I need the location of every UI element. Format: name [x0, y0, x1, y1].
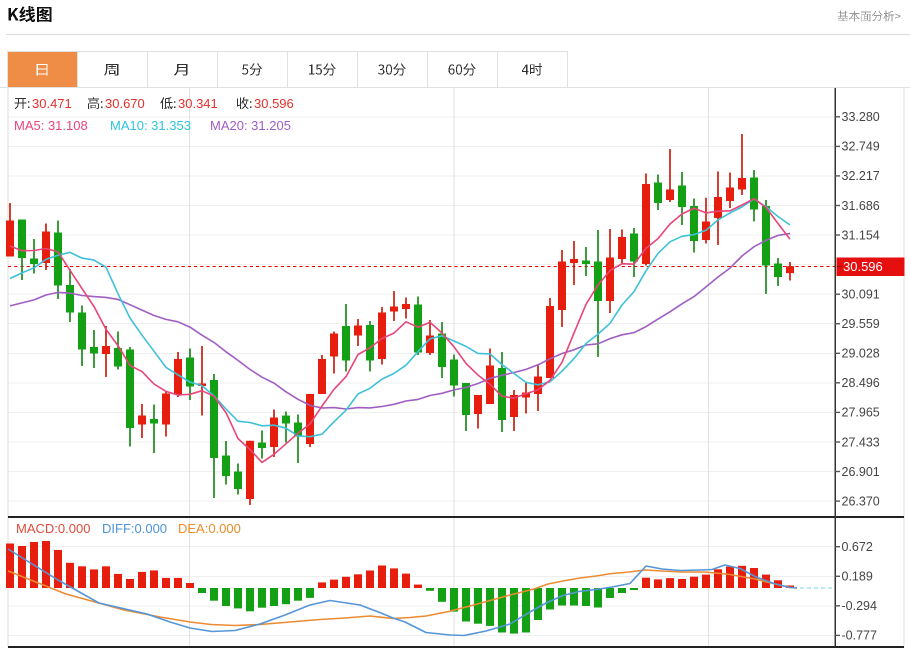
- svg-text:30.341: 30.341: [178, 96, 218, 111]
- svg-text:28.496: 28.496: [842, 376, 880, 390]
- svg-text:30.471: 30.471: [32, 96, 72, 111]
- svg-text:0.672: 0.672: [842, 540, 873, 554]
- svg-text:27.965: 27.965: [842, 406, 880, 420]
- svg-text:31.154: 31.154: [842, 228, 880, 242]
- svg-text:0.189: 0.189: [842, 570, 873, 584]
- svg-text:30.091: 30.091: [842, 288, 880, 302]
- svg-text:29.028: 29.028: [842, 347, 880, 361]
- svg-text:-0.777: -0.777: [842, 629, 877, 643]
- svg-text:33.280: 33.280: [842, 110, 880, 124]
- svg-text:30.596: 30.596: [843, 259, 883, 274]
- svg-text:27.433: 27.433: [842, 435, 880, 449]
- svg-text:29.559: 29.559: [842, 317, 880, 331]
- svg-text:32.217: 32.217: [842, 169, 880, 183]
- svg-text:32.749: 32.749: [842, 140, 880, 154]
- svg-text:30.670: 30.670: [105, 96, 145, 111]
- svg-text:26.901: 26.901: [842, 465, 880, 479]
- svg-text:30.596: 30.596: [254, 96, 294, 111]
- svg-text:-0.294: -0.294: [842, 599, 877, 613]
- svg-text:31.686: 31.686: [842, 199, 880, 213]
- svg-text:26.370: 26.370: [842, 494, 880, 508]
